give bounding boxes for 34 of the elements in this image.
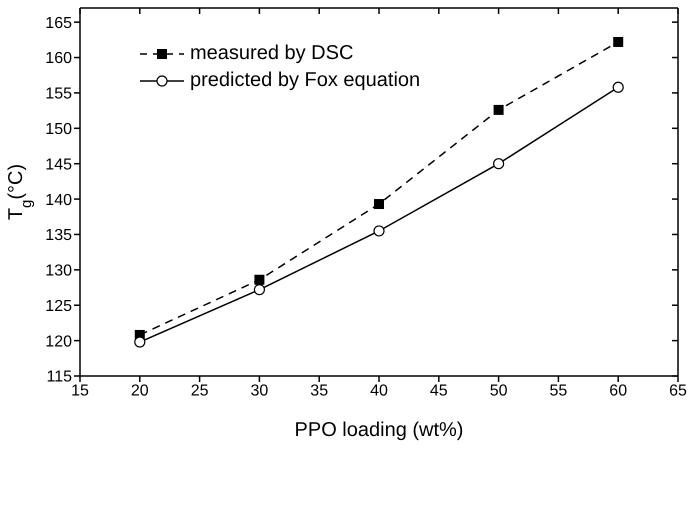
legend-label: measured by DSC [190,42,354,65]
point [254,284,265,296]
point [494,104,504,115]
y-tick-label: 150 [45,120,72,138]
point [612,82,624,93]
y-tick-label: 145 [45,156,72,174]
point [134,336,146,348]
x-tick-label: 65 [669,382,687,400]
point [374,199,384,210]
point [254,274,264,285]
x-tick-label: 50 [490,382,508,400]
x-tick-label: 45 [430,382,448,400]
x-tick-label: 40 [370,382,388,400]
x-tick-label: 15 [71,382,89,400]
y-tick-label: 125 [45,298,72,315]
y-tick-label: 130 [45,262,72,280]
x-tick-label: 60 [609,382,628,400]
point [613,36,624,47]
x-tick-label: 25 [190,382,209,400]
x-tick-label: 20 [130,382,149,400]
y-tick-label: 115 [46,368,72,386]
point [493,158,504,170]
y-tick-label: 160 [45,50,72,68]
x-tick-label: 35 [310,382,328,400]
x-tick-label: 30 [250,382,268,400]
point [373,225,385,237]
legend-label: predicted by Fox equation [190,69,420,92]
y-tick-label: 140 [45,192,72,209]
y-tick-label: 165 [45,14,72,32]
y-tick-label: 120 [45,333,72,350]
y-tick-label: 155 [45,86,72,103]
y-tick-label: 135 [45,227,72,244]
x-axis-title: PPO loading (wt%) [294,419,464,441]
x-tick-label: 55 [550,382,568,400]
